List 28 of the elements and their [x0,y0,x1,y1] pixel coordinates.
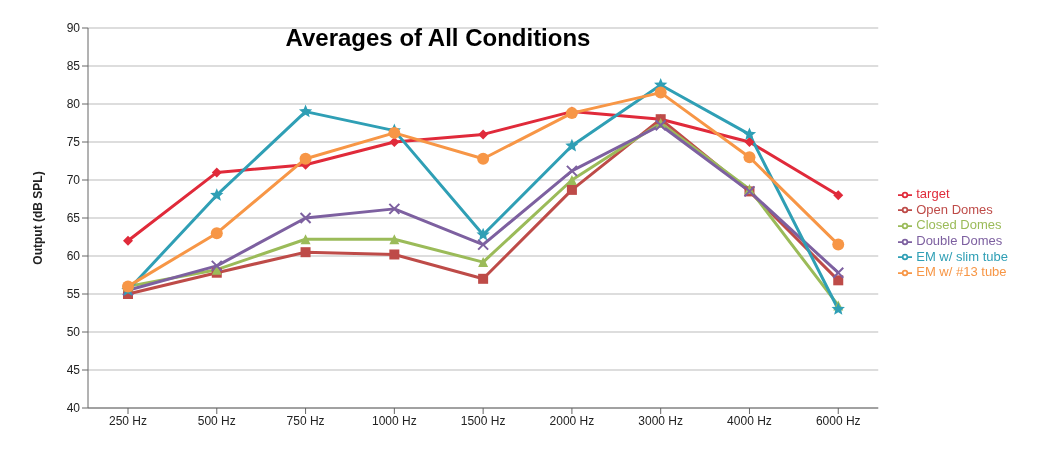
y-tick-label: 55 [66,287,81,302]
x-tick-label: 750 Hz [286,413,325,428]
y-tick-label: 70 [66,173,81,188]
x-tick-label: 3000 Hz [638,413,684,428]
x-tick-label: 6000 Hz [815,413,861,428]
x-tick-label: 4000 Hz [727,413,772,428]
y-tick-label: 50 [66,325,81,340]
x-tick-label: 250 Hz [108,413,148,428]
legend-label: target [916,186,950,202]
x-tick-label: 2000 Hz [549,413,595,428]
y-tick-label: 90 [66,21,81,36]
legend-label: Open Domes [916,201,993,217]
y-tick-label: 75 [66,135,81,150]
y-tick-label: 40 [66,401,81,416]
y-tick-label: 85 [66,59,81,74]
y-tick-label: 65 [66,211,81,226]
x-tick-label: 500 Hz [197,413,236,428]
x-tick-label: 1500 Hz [460,413,506,428]
legend-label: Double Domes [916,233,1003,248]
y-tick-label: 80 [66,97,81,112]
y-tick-label: 60 [66,249,81,264]
legend-label: EM w/ #13 tube [916,264,1007,280]
y-tick-label: 45 [66,363,81,378]
x-tick-label: 1000 Hz [371,413,417,428]
legend-label: Closed Domes [916,217,1002,233]
legend-label: EM w/ slim tube [916,248,1008,264]
chart-title: Averages of All Conditions [284,24,592,52]
y-axis-title: Output (dB SPL) [31,171,46,265]
